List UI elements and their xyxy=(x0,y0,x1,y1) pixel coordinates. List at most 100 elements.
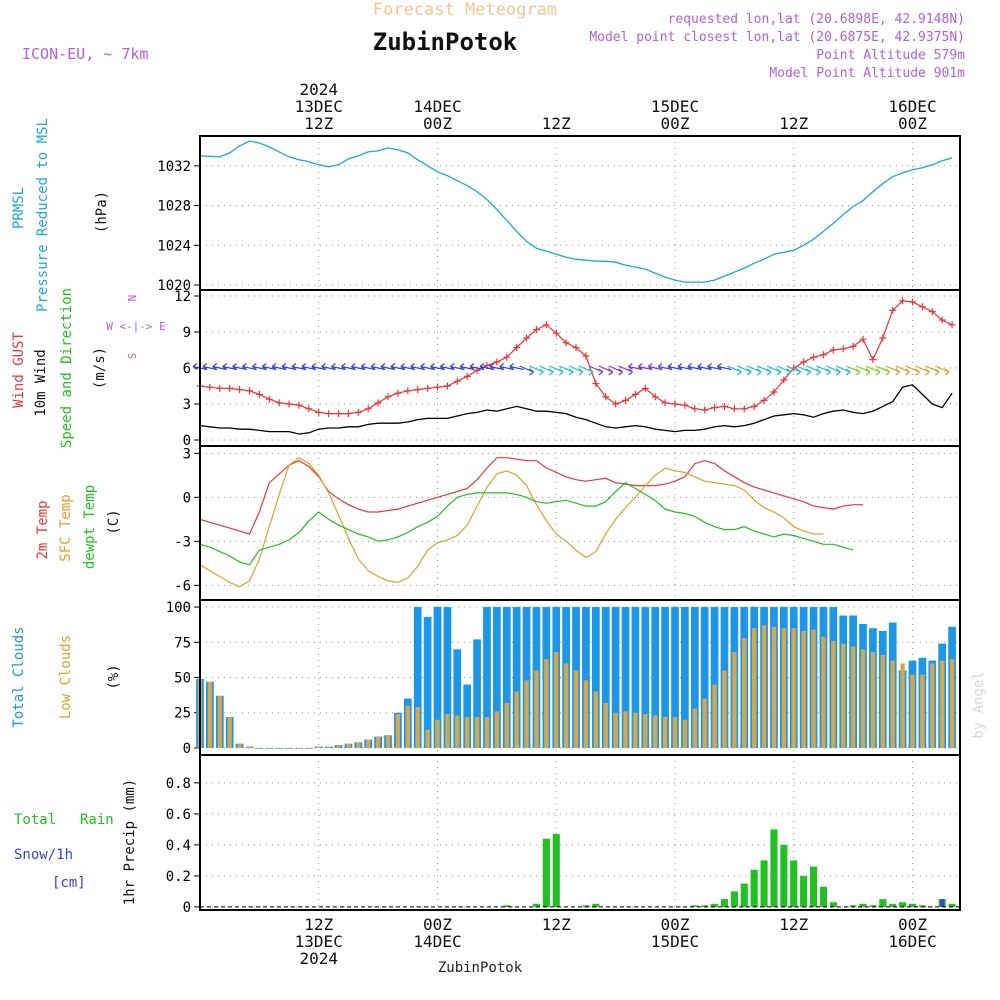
compass-north: N xyxy=(126,295,139,302)
low-cloud-bar xyxy=(831,640,836,748)
wind-direction-arrow xyxy=(707,363,722,371)
wind-direction-arrow xyxy=(539,365,554,376)
wind-10m-label: 10m Wind xyxy=(33,349,49,416)
wind-direction-arrow xyxy=(350,363,366,371)
rain-bar xyxy=(869,905,877,907)
low-cloud-bar xyxy=(662,716,668,748)
low-cloud-bar xyxy=(653,715,658,748)
low-cloud-bar xyxy=(316,746,321,748)
total-cloud-bar xyxy=(453,649,462,748)
clouds-ytick-label-0: 0 xyxy=(183,741,191,757)
gust-marker xyxy=(295,401,303,409)
pressure-ytick-label-1: 1024 xyxy=(157,238,191,254)
precip-ytick-label-3: 0.6 xyxy=(166,807,191,823)
gust-marker xyxy=(602,393,610,401)
total-cloud-bar xyxy=(512,607,521,748)
bottom-axis-label-3-1: 15DEC xyxy=(651,932,699,951)
gust-marker xyxy=(829,346,837,354)
rain-bar xyxy=(552,834,560,907)
low-cloud-bar xyxy=(682,719,688,748)
wind-direction-arrow xyxy=(697,363,712,371)
wind-direction-arrow xyxy=(578,365,594,376)
wind-direction-arrow xyxy=(212,363,227,371)
gust-marker xyxy=(948,321,956,329)
low-cloud-bar xyxy=(850,646,856,748)
wind-direction-arrow xyxy=(806,365,821,376)
requested-coords: requested lon,lat (20.6898E, 42.9148N) xyxy=(668,12,965,27)
top-axis-label-2-0: 12Z xyxy=(542,114,571,133)
low-cloud-bar xyxy=(425,729,430,748)
model-point-altitude: Model Point Altitude 901m xyxy=(769,66,965,81)
wind-direction-arrow xyxy=(786,365,802,376)
gust-marker xyxy=(245,387,253,395)
total-cloud-bar xyxy=(423,616,432,748)
gust-marker xyxy=(206,383,214,391)
low-cloud-bar xyxy=(870,652,876,748)
precip-labels: Total Rain Snow/1h [cm] 1hr Precip (mm) xyxy=(14,779,138,905)
top-axis-label-0-0: 2024 xyxy=(299,80,338,99)
wind-direction-arrow xyxy=(727,365,742,376)
temp-2m-label: 2m Temp xyxy=(35,500,51,559)
temperature-panel: -6 -3 0 3 xyxy=(174,445,961,601)
gust-marker xyxy=(562,339,570,347)
gust-marker xyxy=(344,410,352,418)
wind-direction-arrow xyxy=(915,365,930,376)
low-cloud-bar xyxy=(504,702,509,748)
wind-direction-arrow xyxy=(261,363,277,371)
gust-marker xyxy=(453,377,461,385)
low-cloud-bar xyxy=(544,659,549,748)
temp-ytick-label-2: 0 xyxy=(183,490,191,506)
total-cloud-bar xyxy=(413,607,422,748)
gust-marker xyxy=(671,400,679,408)
low-cloud-bar xyxy=(633,712,638,748)
temp-ytick-label-1: -3 xyxy=(174,534,191,550)
total-cloud-bar xyxy=(661,607,669,748)
wind-direction-arrow xyxy=(657,363,673,371)
total-cloud-bar xyxy=(651,607,660,748)
rain-bar xyxy=(918,905,926,907)
gust-marker xyxy=(374,399,382,407)
temp-sfc-line xyxy=(199,456,824,588)
total-cloud-bar xyxy=(463,684,472,748)
gust-marker xyxy=(255,390,263,398)
precip-snow-unit-label: [cm] xyxy=(52,875,86,891)
gust-marker xyxy=(523,334,531,342)
temp-background xyxy=(200,446,960,600)
wind-direction-arrow xyxy=(321,363,336,371)
precip-ytick-label-0: 0 xyxy=(183,900,191,916)
wind-direction-arrow xyxy=(845,365,861,376)
wind-direction-arrow xyxy=(242,363,257,371)
wind-direction-arrow xyxy=(558,365,574,376)
top-axis-label-0-2: 12Z xyxy=(304,114,333,133)
low-cloud-bar xyxy=(940,660,945,748)
wind-direction-arrow xyxy=(380,363,396,371)
gust-marker xyxy=(226,384,234,392)
precip-ytick-label-4: 0.8 xyxy=(166,776,191,792)
wind-direction-arrow xyxy=(647,363,663,371)
pressure-ytick-label-0: 1020 xyxy=(157,278,191,294)
wind-direction-arrow xyxy=(360,363,376,371)
gust-marker xyxy=(513,344,521,352)
wind-gust-label: Wind GUST xyxy=(11,332,27,408)
wind-speed-dir-label: Speed and Direction xyxy=(59,288,75,448)
gust-marker xyxy=(720,402,728,410)
low-cloud-bar xyxy=(366,739,371,748)
rain-bar xyxy=(532,903,541,907)
bottom-axis-label-4-0: 12Z xyxy=(779,915,808,934)
wind-direction-arrow xyxy=(202,363,218,371)
wind-direction-arrow xyxy=(717,363,732,371)
low-cloud-bar xyxy=(930,663,935,748)
low-cloud-bar xyxy=(672,716,678,748)
gust-marker xyxy=(800,358,808,366)
clouds-ytick-label-4: 100 xyxy=(166,600,191,616)
low-cloud-bar xyxy=(247,746,252,748)
precip-snow-label: Snow/1h xyxy=(14,847,73,863)
bottom-axis-label-2-0: 12Z xyxy=(542,915,571,934)
wind-panel: 0 3 6 9 12 xyxy=(174,289,961,449)
wind-direction-arrow xyxy=(449,363,465,371)
low-clouds-label: Low Clouds xyxy=(58,635,74,719)
wind-direction-arrow xyxy=(440,363,455,371)
low-cloud-bar xyxy=(583,680,589,748)
low-cloud-bar xyxy=(484,716,490,748)
wind-direction-arrow xyxy=(529,365,544,376)
